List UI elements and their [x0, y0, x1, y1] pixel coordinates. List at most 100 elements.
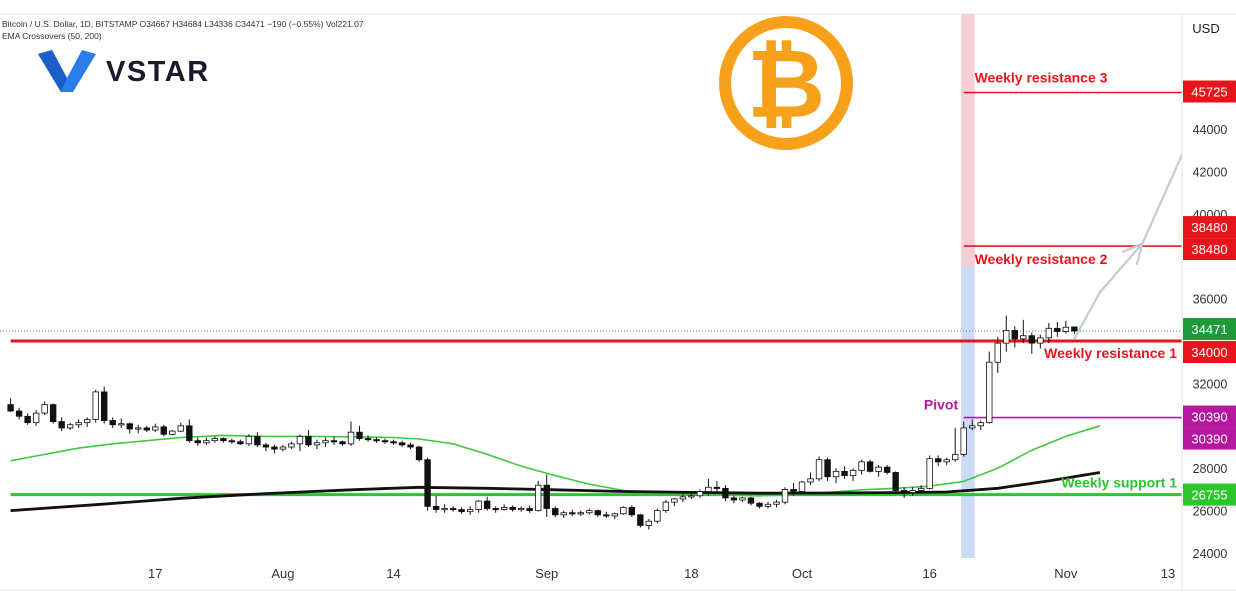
x-tick-label: Aug	[271, 566, 294, 581]
candle-body	[815, 459, 823, 480]
level-label-0: Weekly resistance 3	[975, 70, 1108, 86]
price-tag-text: 38480	[1191, 220, 1227, 235]
y-tick-label: 42000	[1193, 165, 1228, 179]
candle-body	[535, 484, 542, 512]
candle-body	[24, 415, 31, 424]
candle-body	[518, 508, 525, 511]
candle-body	[254, 436, 261, 446]
candle-body	[347, 431, 355, 445]
candle-body	[288, 443, 295, 448]
last-price-text: 34471	[1191, 322, 1227, 337]
candle-body	[49, 404, 57, 422]
candle-body	[875, 466, 882, 472]
candle-body	[458, 509, 465, 513]
candle-body	[1020, 335, 1027, 340]
highlight-band-top	[961, 14, 975, 267]
candle-body	[637, 514, 644, 526]
candle-body	[373, 439, 380, 442]
candle-body	[390, 441, 397, 444]
candle-body	[135, 427, 142, 430]
price-tag-text: 38480	[1191, 242, 1227, 257]
candle-body	[415, 446, 423, 461]
candle-body	[441, 508, 448, 511]
candle-body	[1037, 337, 1044, 344]
x-tick-label: 17	[148, 566, 162, 581]
candle-body	[509, 507, 516, 510]
x-tick-label: Oct	[792, 566, 813, 581]
candle-body	[696, 491, 704, 497]
candle-body	[969, 425, 976, 429]
candle-body	[237, 441, 244, 445]
candle-body	[194, 440, 202, 444]
candle-body	[841, 470, 848, 477]
ema-200-line	[10, 471, 1101, 512]
price-tag-1-1	[1183, 238, 1236, 261]
candle-body	[203, 440, 210, 444]
candle-body	[977, 422, 984, 427]
vstar-mark-icon	[38, 50, 96, 92]
price-tag-text: 30390	[1191, 432, 1227, 447]
candle-body	[934, 458, 942, 463]
candle-body	[798, 481, 806, 492]
candle-body	[883, 466, 891, 473]
candle-body	[739, 497, 746, 501]
candle-body	[569, 512, 576, 515]
candle-body	[66, 424, 74, 429]
y-tick-label: 36000	[1193, 293, 1228, 307]
candle-body	[83, 419, 91, 424]
price-tag-1-0	[1183, 216, 1236, 239]
level-label-2: Weekly resistance 1	[1044, 345, 1177, 361]
price-tag-0-0	[1183, 80, 1236, 103]
candle-body	[41, 404, 48, 414]
price-tag-text: 26755	[1191, 488, 1227, 503]
candle-body	[790, 489, 797, 492]
candle-body	[101, 391, 108, 421]
candle-body	[654, 510, 661, 522]
candle-body	[781, 489, 789, 503]
vstar-logo: VSTAR	[38, 50, 210, 94]
projection-path	[1073, 109, 1204, 340]
price-tag-text: 34000	[1191, 345, 1227, 360]
candle-body	[160, 426, 167, 435]
candle-body	[722, 487, 729, 499]
price-tag-text: 30390	[1191, 410, 1227, 425]
candle-body	[628, 507, 636, 516]
candle-body	[705, 486, 712, 492]
candle-body	[849, 469, 857, 477]
price-tag-2-0	[1183, 341, 1236, 364]
candle-body	[611, 513, 619, 517]
y-tick-label: 24000	[1193, 547, 1228, 561]
candle-body	[483, 500, 491, 509]
candle-body	[15, 410, 23, 417]
candle-body	[466, 509, 474, 513]
candle-body	[262, 444, 270, 448]
candle-body	[1028, 335, 1035, 344]
candle-body	[211, 438, 219, 442]
candle-body	[364, 438, 372, 441]
candle-body	[356, 431, 363, 439]
highlight-band-bottom	[961, 266, 975, 558]
candle-body	[552, 508, 559, 516]
candle-body	[186, 425, 193, 442]
candle-body	[1062, 326, 1070, 332]
price-tag-3-0	[1183, 405, 1236, 428]
candle-body	[1011, 330, 1018, 340]
candle-body	[807, 478, 814, 483]
candle-body	[398, 442, 406, 446]
candle-body	[305, 436, 312, 446]
candle-body	[747, 497, 755, 504]
brand-name: VSTAR	[106, 55, 210, 88]
y-tick-label: 28000	[1193, 462, 1228, 476]
candle-body	[500, 507, 508, 510]
candle-body	[296, 436, 304, 445]
x-tick-label: Sep	[535, 566, 558, 581]
candle-body	[900, 490, 908, 493]
y-tick-label: 26000	[1193, 505, 1228, 519]
symbol-header: Bitcoin / U.S. Dollar, 1D, BITSTAMP O346…	[2, 19, 364, 29]
arrowhead-mid-icon	[1121, 241, 1145, 266]
price-tag-text: 45725	[1191, 85, 1227, 100]
candle-body	[543, 484, 550, 509]
candle-body	[109, 420, 116, 426]
price-tag-3-1	[1183, 427, 1236, 450]
